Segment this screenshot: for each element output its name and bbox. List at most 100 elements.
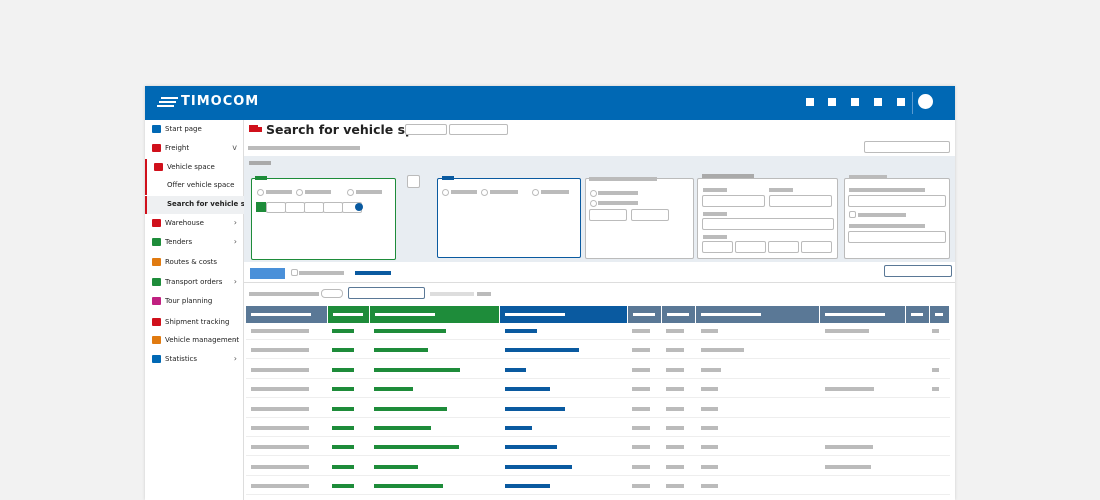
placeholder: [666, 367, 684, 372]
nav-icon: [152, 258, 161, 266]
nav-icon: [152, 318, 161, 326]
nav-item[interactable]: Routes & costs: [145, 254, 242, 272]
segment[interactable]: [304, 202, 324, 213]
input[interactable]: [768, 241, 799, 253]
checkbox[interactable]: [407, 175, 420, 188]
placeholder: [374, 348, 428, 353]
nav-item[interactable]: Vehicle space: [145, 159, 244, 177]
placeholder: [701, 445, 718, 450]
nav-item[interactable]: Start page: [145, 121, 242, 139]
filter-chip[interactable]: [405, 124, 447, 135]
radio[interactable]: [442, 189, 449, 196]
placeholder: [248, 146, 360, 150]
nav-item[interactable]: Search for vehicle space: [145, 196, 264, 214]
page-title: Search for vehicle space: [266, 122, 439, 137]
nav-item[interactable]: Tour planning: [145, 293, 242, 311]
input[interactable]: [735, 241, 766, 253]
radio[interactable]: [590, 190, 597, 197]
input[interactable]: [702, 218, 834, 230]
nav-item[interactable]: Shipment tracking: [145, 314, 242, 332]
placeholder: [505, 464, 572, 469]
placeholder: [332, 464, 354, 469]
input[interactable]: [702, 241, 733, 253]
header-icon[interactable]: [828, 98, 836, 106]
radio[interactable]: [257, 189, 264, 196]
radio[interactable]: [347, 189, 354, 196]
placeholder: [666, 426, 684, 430]
nav-item[interactable]: Tenders ›: [145, 234, 242, 252]
nav-icon: [152, 125, 161, 133]
placeholder: [249, 292, 319, 296]
truck-toggle[interactable]: [256, 202, 266, 212]
radio[interactable]: [532, 189, 539, 196]
input[interactable]: [631, 209, 669, 221]
placeholder: [701, 313, 761, 316]
input[interactable]: [702, 195, 765, 207]
checkbox[interactable]: [849, 211, 856, 218]
placeholder: [251, 348, 309, 353]
placeholder: [505, 426, 532, 430]
header-icon[interactable]: [806, 98, 814, 106]
toggle[interactable]: [321, 289, 343, 298]
placeholder: [911, 313, 923, 316]
divider: [244, 282, 955, 283]
nav-item[interactable]: Offer vehicle space: [145, 177, 244, 195]
placeholder: [251, 484, 309, 489]
placeholder: [430, 292, 474, 296]
placeholder: [451, 190, 477, 194]
sidebar: Start page Freight v Vehicle space Offer veh…: [145, 120, 264, 500]
input[interactable]: [848, 195, 946, 207]
checkbox[interactable]: [291, 269, 298, 276]
radio[interactable]: [590, 200, 597, 207]
button[interactable]: [884, 265, 952, 277]
placeholder: [632, 445, 650, 450]
placeholder: [374, 426, 431, 430]
placeholder: [703, 212, 727, 216]
nav-label: Freight: [165, 144, 190, 152]
placeholder: [701, 484, 718, 489]
placeholder: [703, 235, 727, 239]
placeholder: [477, 292, 491, 296]
input[interactable]: [589, 209, 627, 221]
segment[interactable]: [285, 202, 305, 213]
header-icon[interactable]: [897, 98, 905, 106]
placeholder: [375, 313, 435, 316]
placeholder: [701, 426, 718, 430]
segment[interactable]: [266, 202, 286, 213]
radio[interactable]: [481, 189, 488, 196]
row-divider: [246, 474, 950, 476]
placeholder: [632, 426, 650, 430]
radio[interactable]: [296, 189, 303, 196]
placeholder: [935, 313, 943, 316]
nav-item[interactable]: Freight v: [145, 140, 242, 158]
header-icon[interactable]: [874, 98, 882, 106]
input[interactable]: [801, 241, 832, 253]
filter-chip[interactable]: [449, 124, 508, 135]
placeholder: [825, 313, 885, 316]
tab[interactable]: [250, 268, 285, 279]
app-window: TIMOCOM Start page Freight v Vehicle space O…: [145, 86, 955, 500]
header-icon[interactable]: [851, 98, 859, 106]
row-divider: [246, 358, 950, 360]
dropdown[interactable]: [348, 287, 425, 299]
nav-icon: [152, 355, 161, 363]
placeholder: [251, 329, 309, 333]
segment[interactable]: [323, 202, 343, 213]
placeholder: [505, 484, 550, 489]
button[interactable]: [864, 141, 950, 153]
avatar[interactable]: [918, 94, 933, 109]
logo[interactable]: TIMOCOM: [181, 94, 260, 109]
placeholder: [251, 406, 309, 411]
divider: [912, 92, 913, 114]
nav-item[interactable]: Statistics ›: [145, 351, 242, 369]
nav-item[interactable]: Transport orders ›: [145, 274, 242, 292]
nav-label: Vehicle space: [167, 163, 215, 171]
input[interactable]: [848, 231, 946, 243]
placeholder: [666, 348, 684, 353]
nav-item[interactable]: Warehouse ›: [145, 215, 242, 233]
placeholder: [932, 387, 939, 392]
placeholder: [490, 190, 518, 194]
input[interactable]: [769, 195, 832, 207]
placeholder: [299, 271, 344, 275]
nav-item[interactable]: Vehicle management ›: [145, 332, 242, 350]
